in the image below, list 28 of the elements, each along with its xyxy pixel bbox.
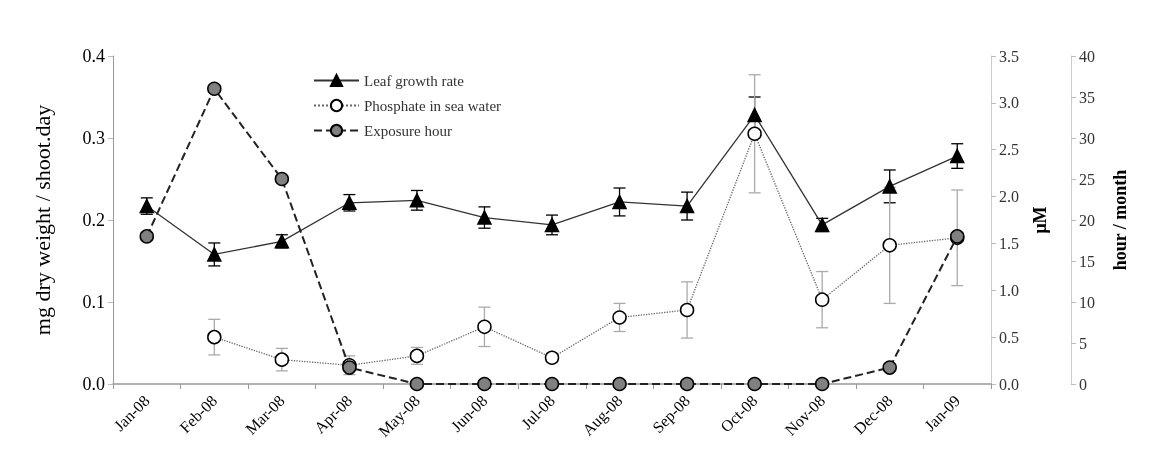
y2-axis-title: μM	[1030, 206, 1050, 234]
y-tick-label: 0.3	[82, 128, 105, 148]
y-tick-label: 0.0	[82, 374, 105, 394]
y2-tick-label: 0.0	[999, 375, 1019, 393]
y3-tick-label: 5	[1079, 334, 1087, 352]
y-tick-label: 0.2	[82, 210, 105, 230]
legend-label: Phosphate in sea water	[364, 97, 502, 114]
y3-axis-title: hour / month	[1110, 169, 1130, 271]
y3-tick-label: 15	[1079, 252, 1095, 270]
y2-tick-label: 2.0	[999, 188, 1019, 206]
y3-tick-label: 20	[1079, 211, 1095, 229]
y2-tick-label: 3.0	[999, 94, 1019, 112]
y2-tick-label: 1.0	[999, 281, 1019, 299]
legend-label: Leaf growth rate	[364, 72, 465, 89]
y3-tick-label: 30	[1079, 129, 1095, 147]
y2-tick-label: 2.5	[999, 141, 1019, 159]
legend-label: Exposure hour	[364, 122, 452, 139]
y2-tick-label: 3.5	[999, 47, 1019, 65]
y2-tick-label: 0.5	[999, 328, 1019, 346]
y3-tick-label: 10	[1079, 293, 1095, 311]
y-tick-label: 0.4	[82, 46, 105, 66]
y-axis-title: mg dry weight / shoot.day	[29, 104, 55, 336]
y3-tick-label: 25	[1079, 170, 1095, 188]
y2-tick-label: 1.5	[999, 234, 1019, 252]
y-tick-label: 0.1	[82, 292, 105, 312]
y3-tick-label: 40	[1079, 47, 1095, 65]
y3-tick-label: 0	[1079, 375, 1087, 393]
y3-tick-label: 35	[1079, 88, 1095, 106]
